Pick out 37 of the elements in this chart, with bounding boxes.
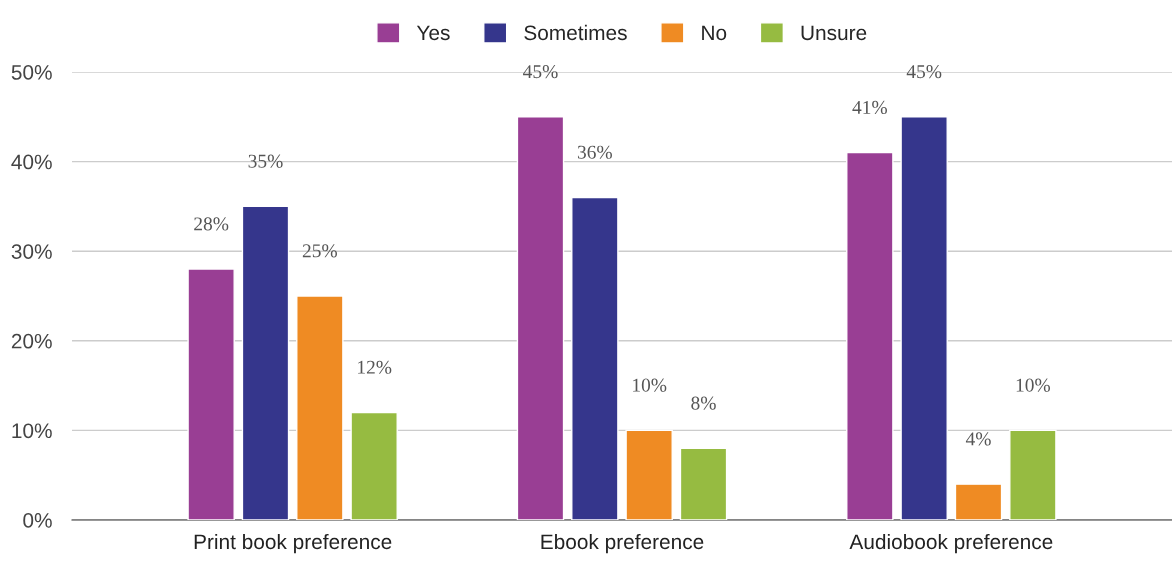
y-tick-label: 10% — [12, 423, 52, 439]
bar — [954, 483, 1003, 520]
bar — [296, 295, 344, 520]
bar — [900, 116, 948, 520]
legend-label: No — [702, 25, 727, 41]
data-label: 10% — [633, 378, 667, 392]
data-label: 28% — [194, 217, 229, 231]
data-label: 25% — [302, 244, 337, 258]
bar — [625, 429, 673, 520]
legend-label: Sometimes — [524, 24, 627, 41]
bar — [350, 411, 398, 520]
data-label: 8% — [691, 396, 716, 410]
bar — [187, 268, 235, 520]
x-tick-label: Print book preference — [194, 533, 392, 554]
y-tick-label: 50% — [11, 65, 52, 80]
data-label: 45% — [523, 65, 558, 79]
x-tick-label: Audiobook preference — [849, 533, 1053, 554]
y-tick-label: 20% — [11, 333, 52, 349]
data-label: 12% — [358, 360, 392, 374]
bar — [1009, 429, 1057, 520]
bar — [679, 447, 728, 520]
data-label: 35% — [248, 154, 283, 168]
data-label: 10% — [1016, 378, 1051, 392]
data-label: 4% — [965, 432, 991, 446]
x-tick-label: Ebook preference — [541, 533, 704, 554]
bar — [846, 151, 894, 520]
data-label: 45% — [906, 65, 942, 79]
y-tick-label: 30% — [11, 244, 52, 259]
legend-label: Yes — [416, 25, 450, 41]
data-label: 36% — [577, 145, 612, 159]
data-label: 41% — [852, 100, 887, 115]
legend-label: Unsure — [801, 25, 867, 41]
bar — [571, 196, 619, 520]
y-tick-label: 0% — [23, 513, 52, 528]
bar — [516, 116, 565, 520]
y-tick-label: 40% — [11, 154, 52, 170]
bar — [241, 205, 290, 520]
